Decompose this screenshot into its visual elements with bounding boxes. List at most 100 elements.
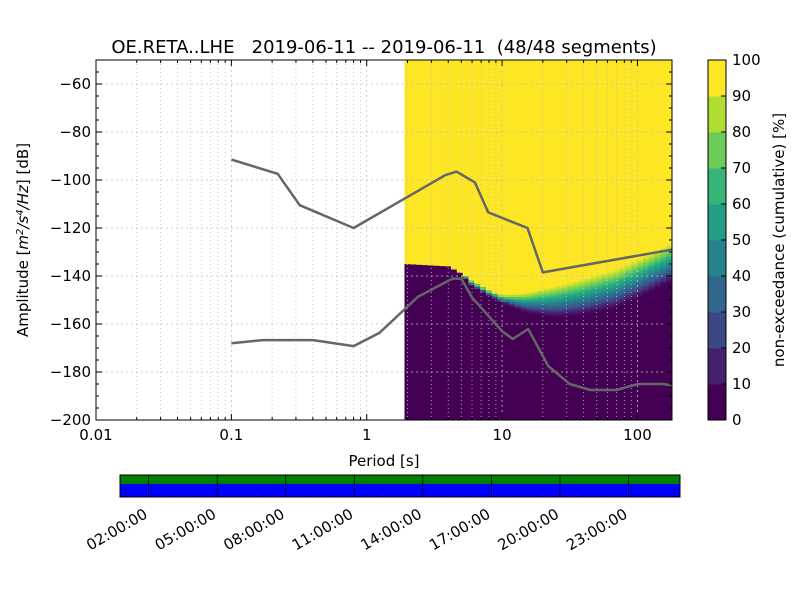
heatmap-cell-high bbox=[439, 60, 446, 267]
time-tick-label: 17:00:00 bbox=[426, 505, 493, 554]
heatmap-cell-mid bbox=[631, 263, 638, 267]
heatmap-cell-mid bbox=[660, 268, 667, 272]
heatmap-cell-mid bbox=[660, 246, 667, 250]
heatmap-cell-high bbox=[602, 60, 609, 273]
heatmap-cell-mid bbox=[561, 283, 568, 286]
heatmap-cell-high bbox=[480, 60, 487, 287]
heatmap-cell-mid bbox=[567, 310, 574, 314]
heatmap-cell-mid bbox=[642, 277, 650, 280]
heatmap-cell-mid bbox=[648, 264, 656, 268]
heatmap-cell-mid bbox=[538, 295, 545, 299]
heatmap-cell-mid bbox=[596, 279, 603, 283]
heatmap-cell-mid bbox=[666, 258, 672, 262]
colorbar-tick-label: 0 bbox=[732, 411, 742, 429]
heatmap-cell-mid bbox=[625, 294, 632, 298]
heatmap-cell-mid bbox=[555, 284, 563, 286]
heatmap-cell-high bbox=[532, 60, 539, 291]
heatmap-cell-mid bbox=[561, 306, 568, 310]
x-tick-label: 10 bbox=[493, 426, 512, 444]
heatmap-cell-low bbox=[491, 298, 499, 420]
heatmap-cell-mid bbox=[631, 291, 638, 295]
heatmap-cell-mid bbox=[625, 275, 632, 279]
line-nhnm bbox=[231, 158, 672, 274]
heatmap-cell-low bbox=[666, 282, 672, 420]
heatmap-cell-mid bbox=[631, 272, 638, 276]
heatmap-cell-mid bbox=[619, 266, 627, 269]
heatmap-cell-mid bbox=[613, 297, 621, 301]
heatmap-cell-mid bbox=[555, 302, 563, 306]
heatmap-cell-mid bbox=[538, 312, 545, 315]
heatmap-cell-mid bbox=[666, 279, 672, 283]
heatmap-cell-mid bbox=[637, 260, 644, 264]
heatmap-cell-mid bbox=[555, 292, 563, 296]
heatmap-cell-mid bbox=[654, 278, 661, 282]
heatmap-cell-low bbox=[573, 315, 580, 420]
heatmap-cell-mid bbox=[619, 275, 627, 279]
heatmap-cell-mid bbox=[497, 296, 504, 300]
heatmap-cell-low bbox=[456, 272, 464, 420]
x-tick-label: 100 bbox=[623, 426, 652, 444]
heatmap-cell-mid bbox=[596, 277, 603, 281]
heatmap-cell-mid bbox=[555, 290, 563, 294]
heatmap-cell-mid bbox=[590, 297, 597, 301]
heatmap-cell-low bbox=[538, 314, 545, 420]
heatmap-cell-mid bbox=[573, 300, 580, 304]
heatmap-cell-mid bbox=[631, 282, 638, 286]
heatmap-cell-mid bbox=[608, 291, 615, 295]
time-tick-label: 05:00:00 bbox=[152, 505, 219, 554]
heatmap-cell-mid bbox=[602, 290, 609, 294]
heatmap-cell-high bbox=[538, 60, 545, 290]
heatmap-cell-mid bbox=[526, 293, 534, 297]
heatmap-cell-high bbox=[410, 60, 417, 265]
heatmap-cell-mid bbox=[660, 275, 667, 279]
heatmap-cell-low bbox=[619, 304, 627, 420]
heatmap-cell-mid bbox=[578, 297, 586, 301]
heatmap-cell-high bbox=[608, 60, 615, 271]
heatmap-cell-mid bbox=[573, 303, 580, 306]
heatmap-cell-low bbox=[462, 278, 470, 420]
heatmap-cell-mid bbox=[625, 292, 632, 296]
plot-area: 0.01 0.1 1 10 100 −60 −80 −100 −120 −140 −160 −180… bbox=[50, 59, 673, 444]
heatmap-cell-mid bbox=[509, 304, 516, 307]
colorbar-segment bbox=[708, 96, 726, 133]
heatmap-cell-mid bbox=[590, 300, 597, 304]
heatmap-cell-mid bbox=[625, 270, 632, 274]
heatmap-cell-high bbox=[642, 60, 650, 256]
heatmap-cell-low bbox=[555, 316, 563, 420]
heatmap-cell-mid bbox=[619, 299, 627, 303]
heatmap-cell-mid bbox=[590, 290, 597, 294]
heatmap-cell-mid bbox=[544, 296, 551, 300]
heatmap-cell-mid bbox=[654, 256, 661, 260]
x-tick-label: 0.01 bbox=[79, 426, 112, 444]
heatmap-cell-mid bbox=[619, 285, 627, 289]
heatmap-cell-mid bbox=[642, 284, 650, 288]
heatmap-cell-mid bbox=[619, 292, 627, 296]
heatmap-cell-high bbox=[485, 60, 493, 291]
noise-model-lines bbox=[231, 158, 672, 392]
heatmap-cell-mid bbox=[480, 289, 487, 293]
heatmap-cell-mid bbox=[625, 265, 632, 269]
heatmap-cell-mid bbox=[578, 302, 586, 306]
heatmap-cell-mid bbox=[509, 294, 516, 298]
heatmap-cell-low bbox=[445, 266, 452, 420]
heatmap-cell-mid bbox=[608, 282, 615, 285]
heatmap-cell-mid bbox=[625, 268, 632, 272]
heatmap-cell-mid bbox=[642, 265, 650, 268]
heatmap-cell-low bbox=[514, 308, 522, 420]
heatmap-cell-mid bbox=[596, 306, 603, 310]
heatmap-cell-low bbox=[567, 315, 574, 420]
heatmap-cell-mid bbox=[520, 293, 528, 295]
heatmap-cell-mid bbox=[642, 291, 650, 295]
heatmap-cell-mid bbox=[619, 290, 627, 293]
heatmap-cell-mid bbox=[549, 286, 557, 288]
heatmap-cell-mid bbox=[654, 280, 661, 284]
heatmap-cell-mid bbox=[584, 301, 592, 305]
heatmap-cell-mid bbox=[602, 295, 609, 299]
heatmap-cell-high bbox=[549, 60, 557, 287]
heatmap-cell-mid bbox=[567, 296, 574, 300]
heatmap-cell-mid bbox=[619, 287, 627, 291]
x-axis-label: Period [s] bbox=[348, 452, 419, 470]
heatmap-cell-mid bbox=[642, 262, 650, 266]
heatmap-cell-mid bbox=[637, 286, 644, 290]
heatmap-cell-mid bbox=[648, 262, 656, 266]
